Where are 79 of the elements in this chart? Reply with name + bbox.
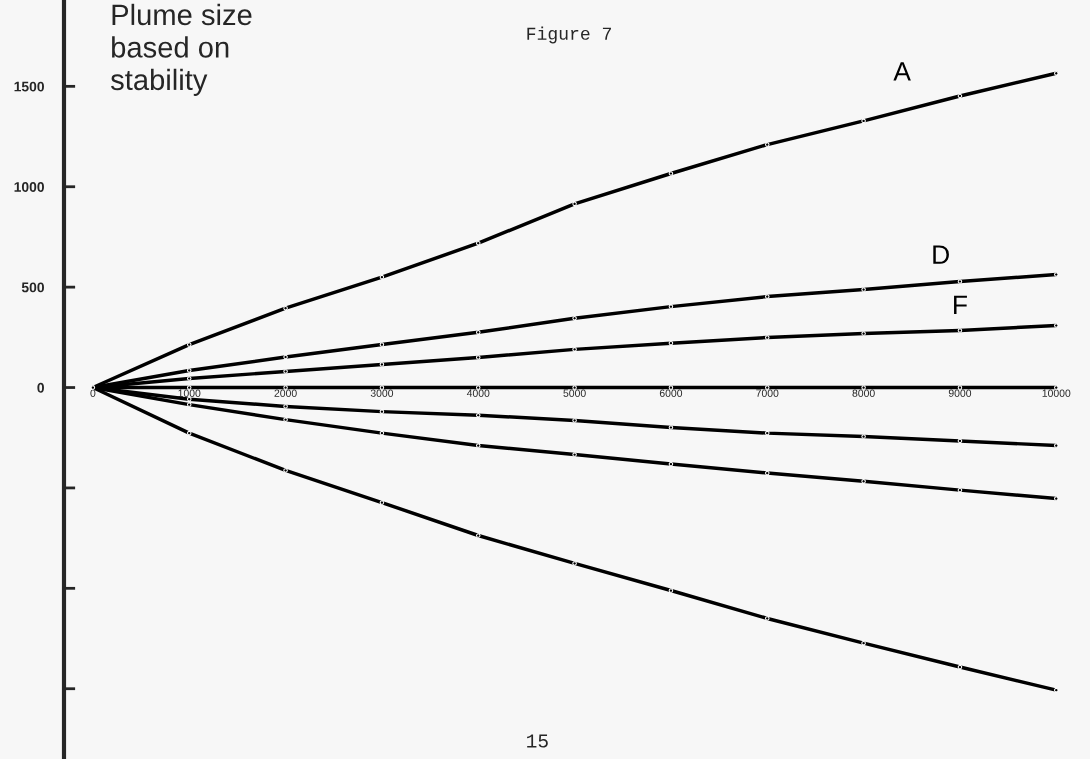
- point: [1054, 687, 1059, 693]
- point: [668, 340, 674, 346]
- point: [283, 354, 288, 360]
- series-label: D: [933, 245, 949, 264]
- point: [765, 430, 770, 436]
- text: Plume size based on stability: [110, 3, 252, 96]
- point: [572, 347, 577, 352]
- point: [379, 274, 385, 280]
- point: [476, 355, 481, 360]
- point: [283, 417, 288, 422]
- point: [476, 443, 481, 448]
- point: [1054, 323, 1059, 328]
- annotation: Figure 7: [527, 26, 611, 44]
- x-tick-label: 10000: [1042, 389, 1071, 397]
- point: [861, 287, 866, 292]
- x-tick-label: 1000: [178, 389, 201, 397]
- x-tick-label: 3000: [370, 389, 394, 397]
- point: [572, 561, 577, 566]
- point: [283, 305, 288, 311]
- point: [668, 171, 674, 176]
- point: [379, 342, 385, 347]
- point: [379, 362, 385, 367]
- point: [765, 142, 770, 147]
- x-tick-label: 2000: [274, 389, 297, 397]
- point: [476, 240, 481, 246]
- x-tick-label: 5000: [563, 389, 586, 397]
- point: [765, 294, 770, 299]
- point: [572, 418, 577, 423]
- point: [1054, 71, 1059, 76]
- point: [668, 588, 674, 593]
- point: [1054, 443, 1059, 448]
- point: [283, 404, 288, 409]
- y-tick-label: 1500: [14, 81, 44, 92]
- point: [668, 425, 674, 430]
- point: [861, 118, 866, 124]
- point: [476, 330, 481, 335]
- point: [476, 533, 481, 538]
- point: [1054, 496, 1059, 501]
- point: [957, 279, 963, 284]
- point: [1054, 272, 1059, 277]
- point: [186, 430, 192, 436]
- point: [572, 316, 577, 321]
- point: [186, 342, 192, 347]
- point: [957, 328, 963, 333]
- point: [379, 409, 385, 414]
- point: [668, 461, 674, 467]
- point: [572, 201, 577, 207]
- point: [283, 468, 288, 473]
- point: [186, 376, 192, 381]
- series-label: F: [954, 295, 967, 314]
- x-tick-label: 6000: [659, 389, 683, 397]
- annotation: 15: [527, 734, 548, 748]
- point: [861, 479, 866, 484]
- point: [379, 430, 385, 436]
- x-tick-label: 4000: [466, 389, 490, 397]
- point: [765, 616, 770, 621]
- point: [668, 304, 674, 309]
- x-tick-label: 9000: [948, 389, 972, 397]
- point: [861, 640, 866, 646]
- point: [283, 369, 288, 374]
- point: [572, 452, 577, 457]
- point: [765, 470, 770, 476]
- point: [861, 434, 866, 439]
- series-label: A: [893, 62, 911, 81]
- point: [957, 438, 963, 444]
- point: [186, 368, 192, 373]
- point: [957, 93, 963, 99]
- point: [186, 402, 192, 407]
- y-tick-label: 1000: [14, 182, 44, 192]
- point: [379, 500, 385, 505]
- y-tick-label: 500: [21, 282, 44, 293]
- point: [957, 664, 963, 670]
- point: [861, 331, 866, 336]
- point: [476, 412, 481, 418]
- x-tick-label: 0: [90, 389, 96, 397]
- point: [957, 487, 963, 493]
- x-tick-label: 8000: [852, 389, 875, 397]
- x-tick-label: 7000: [756, 389, 779, 397]
- point: [765, 335, 770, 340]
